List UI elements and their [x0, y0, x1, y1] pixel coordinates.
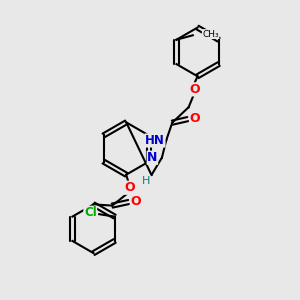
Text: H: H: [142, 176, 150, 186]
Text: HN: HN: [145, 134, 165, 147]
Text: O: O: [189, 83, 200, 96]
Text: N: N: [147, 151, 158, 164]
Text: O: O: [130, 195, 141, 208]
Text: O: O: [124, 181, 135, 194]
Text: CH₃: CH₃: [202, 30, 219, 39]
Text: O: O: [190, 112, 200, 125]
Text: Cl: Cl: [84, 206, 97, 219]
